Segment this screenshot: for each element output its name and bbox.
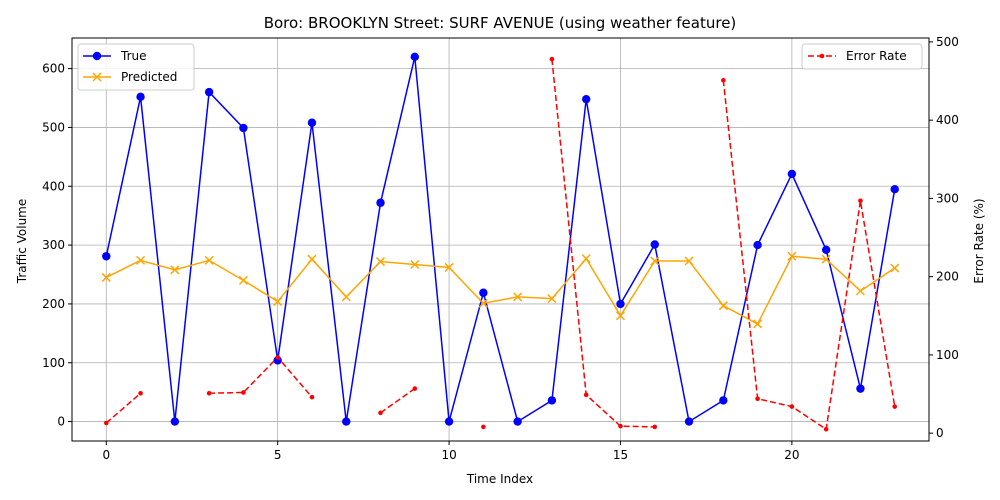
legend-left: True Predicted	[78, 44, 194, 90]
point-true	[445, 417, 453, 425]
point-true	[651, 240, 659, 248]
point-error-rate	[104, 421, 109, 426]
x-tick-label: 15	[613, 448, 628, 462]
point-true	[582, 95, 590, 103]
point-true	[719, 396, 727, 404]
point-true	[822, 246, 830, 254]
x-tick-label: 10	[441, 448, 456, 462]
x-axis-label: Time Index	[466, 472, 533, 486]
point-true	[616, 300, 624, 308]
point-error-rate	[378, 411, 383, 416]
point-true	[753, 241, 761, 249]
y-tick-label-right: 200	[936, 270, 959, 284]
y-tick-label-left: 200	[42, 297, 65, 311]
y-tick-label-right: 100	[936, 348, 959, 362]
legend-label-true: True	[120, 49, 147, 63]
y-tick-label-left: 300	[42, 238, 65, 252]
point-true	[136, 93, 144, 101]
y-tick-label-left: 400	[42, 179, 65, 193]
legend-marker-true	[93, 52, 101, 60]
point-error-rate	[721, 78, 726, 83]
point-true	[685, 417, 693, 425]
legend-marker-error-rate	[820, 54, 825, 59]
y-tick-label-right: 400	[936, 113, 959, 127]
point-error-rate	[618, 424, 623, 429]
point-true	[205, 88, 213, 96]
chart-title: Boro: BROOKLYN Street: SURF AVENUE (usin…	[264, 14, 737, 32]
point-true	[411, 53, 419, 61]
point-error-rate	[550, 57, 555, 62]
point-error-rate	[858, 198, 863, 203]
point-true	[548, 396, 556, 404]
point-true	[891, 185, 899, 193]
x-tick-label: 0	[102, 448, 110, 462]
y-tick-label-right: 500	[936, 35, 959, 49]
point-error-rate	[138, 391, 143, 396]
point-true	[479, 289, 487, 297]
legend-right: Error Rate	[802, 44, 922, 69]
point-error-rate	[652, 425, 657, 430]
x-tick-label: 5	[274, 448, 282, 462]
x-tick-label: 20	[784, 448, 799, 462]
y-tick-label-right: 0	[936, 426, 944, 440]
y-tick-label-left: 0	[57, 415, 65, 429]
point-error-rate	[892, 404, 897, 409]
point-error-rate	[790, 404, 795, 409]
y-axis-label-right: Error Rate (%)	[972, 198, 986, 283]
point-true	[513, 417, 521, 425]
y-tick-label-left: 100	[42, 356, 65, 370]
point-error-rate	[824, 427, 829, 432]
point-true	[308, 119, 316, 127]
legend-label-error-rate: Error Rate	[846, 49, 907, 63]
point-error-rate	[413, 386, 418, 391]
point-error-rate	[481, 425, 486, 430]
point-true	[239, 124, 247, 132]
y-tick-label-left: 500	[42, 120, 65, 134]
y-tick-label-left: 600	[42, 62, 65, 76]
point-true	[376, 199, 384, 207]
point-true	[342, 417, 350, 425]
point-true	[171, 417, 179, 425]
point-error-rate	[310, 395, 315, 400]
point-error-rate	[584, 393, 589, 398]
y-tick-label-right: 300	[936, 191, 959, 205]
point-error-rate	[755, 396, 760, 401]
point-true	[102, 252, 110, 260]
point-error-rate	[207, 391, 212, 396]
point-error-rate	[241, 390, 246, 395]
point-error-rate	[275, 355, 280, 360]
y-axis-label-left: Traffic Volume	[15, 199, 29, 285]
point-true	[856, 384, 864, 392]
legend-label-predicted: Predicted	[121, 70, 177, 84]
point-true	[788, 170, 796, 178]
